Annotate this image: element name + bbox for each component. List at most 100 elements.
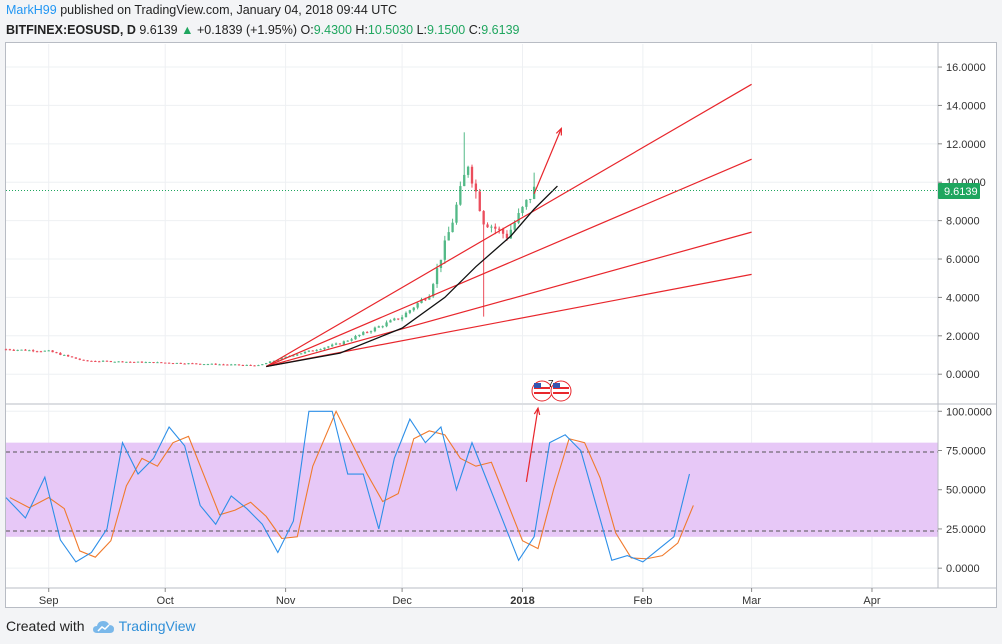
candle-body: [241, 365, 245, 367]
candle-body: [373, 327, 377, 332]
candle-body: [171, 363, 175, 365]
last-price-tag: [938, 183, 980, 199]
time-tick-label: Mar: [742, 595, 761, 607]
candle-body: [39, 351, 43, 353]
candle-body: [202, 364, 206, 366]
candle-body: [132, 361, 136, 363]
low-value: 9.1500: [427, 23, 466, 37]
stoch-arrow: [525, 408, 539, 482]
fan-line: [266, 273, 752, 368]
candle-body: [501, 229, 505, 234]
candle-body: [86, 360, 89, 362]
candle-body: [525, 199, 528, 207]
candle-body: [389, 320, 392, 323]
candle-body: [408, 310, 412, 313]
candle-body: [101, 360, 105, 362]
candle-body: [470, 166, 474, 184]
candle-body: [214, 363, 217, 365]
candle-body: [424, 299, 427, 301]
candles-layer: [4, 132, 536, 367]
candle-body: [82, 359, 85, 361]
candle-body: [350, 339, 353, 341]
candle-body: [160, 362, 163, 364]
candle-body: [517, 213, 520, 223]
candle-body: [179, 362, 182, 364]
candle-body: [420, 299, 423, 304]
candle-body: [307, 350, 311, 352]
candle-body: [66, 354, 70, 357]
candle-body: [90, 360, 93, 362]
candle-body: [365, 332, 369, 334]
candle-body: [521, 206, 524, 214]
open-value: 9.4300: [313, 23, 352, 37]
candle-body: [323, 347, 326, 350]
candle-body: [280, 357, 283, 360]
candle-body: [529, 198, 532, 200]
stoch-k-line: [5, 410, 691, 563]
candle-body: [94, 360, 97, 362]
candle-body: [265, 363, 268, 365]
candle-body: [8, 349, 12, 351]
candle-body: [117, 361, 120, 363]
trend-arrow-head: [555, 127, 562, 136]
time-tick-label: Dec: [392, 595, 412, 607]
candle-body: [152, 362, 155, 364]
candle-body: [342, 341, 346, 345]
candle-body: [113, 361, 116, 363]
candle-body: [331, 344, 334, 347]
candle-body: [195, 363, 198, 365]
candle-body: [354, 336, 357, 340]
stoch-tick-label: 50.0000: [946, 485, 986, 497]
candle-body: [164, 362, 167, 364]
stoch-tick-label: 0.0000: [946, 563, 980, 575]
candle-body: [245, 364, 248, 366]
fan-line: [266, 231, 752, 368]
trend-arrow: [533, 128, 562, 194]
candle-body: [55, 352, 58, 354]
stoch-band-fill: [6, 442, 938, 537]
stoch-tick-label: 75.0000: [946, 446, 986, 458]
candle-body: [4, 349, 8, 351]
candle-body: [28, 350, 31, 352]
candle-body: [369, 331, 373, 333]
candle-body: [439, 259, 443, 269]
last-price-tag-text: 9.6139: [944, 186, 978, 198]
candle-body: [416, 303, 419, 308]
author-link[interactable]: MarkH99: [6, 3, 57, 17]
tradingview-cloud-icon[interactable]: [92, 620, 115, 637]
candle-body: [183, 363, 186, 365]
close-label: C:: [468, 23, 482, 37]
stoch-lines-layer: [5, 406, 694, 563]
candle-body: [404, 312, 408, 318]
candle-body: [338, 343, 342, 345]
candle-body: [311, 350, 314, 352]
symbol-info-line: BITFINEX:EOSUSD, D 9.6139 ▲ +0.1839 (+1.…: [6, 23, 519, 37]
candle-body: [486, 224, 489, 228]
flag-icon[interactable]: 7: [531, 379, 572, 402]
candle-body: [199, 363, 202, 365]
candle-body: [63, 354, 66, 356]
candle-body: [121, 361, 124, 363]
candle-body: [463, 174, 466, 187]
candle-body: [109, 361, 113, 363]
time-tick-label: Feb: [633, 595, 652, 607]
tradingview-brand-link[interactable]: TradingView: [118, 618, 196, 634]
candle-body: [377, 326, 380, 328]
candle-body: [237, 364, 241, 366]
publication-line: MarkH99 published on TradingView.com, Ja…: [6, 3, 397, 17]
candle-body: [397, 318, 400, 320]
time-tick-label: Oct: [157, 595, 174, 607]
candle-body: [381, 326, 384, 328]
candle-body: [148, 362, 151, 364]
price-tick-label: 12.0000: [946, 139, 986, 151]
candle-body: [443, 240, 446, 260]
candle-body: [74, 357, 78, 359]
candle-body: [226, 364, 229, 366]
change-up-icon: ▲: [181, 23, 194, 37]
change-value: +0.1839 (+1.95%): [196, 23, 298, 37]
time-tick-label: Apr: [863, 595, 880, 607]
candle-body: [327, 346, 330, 348]
high-label: H:: [355, 23, 368, 37]
candle-body: [43, 350, 46, 352]
